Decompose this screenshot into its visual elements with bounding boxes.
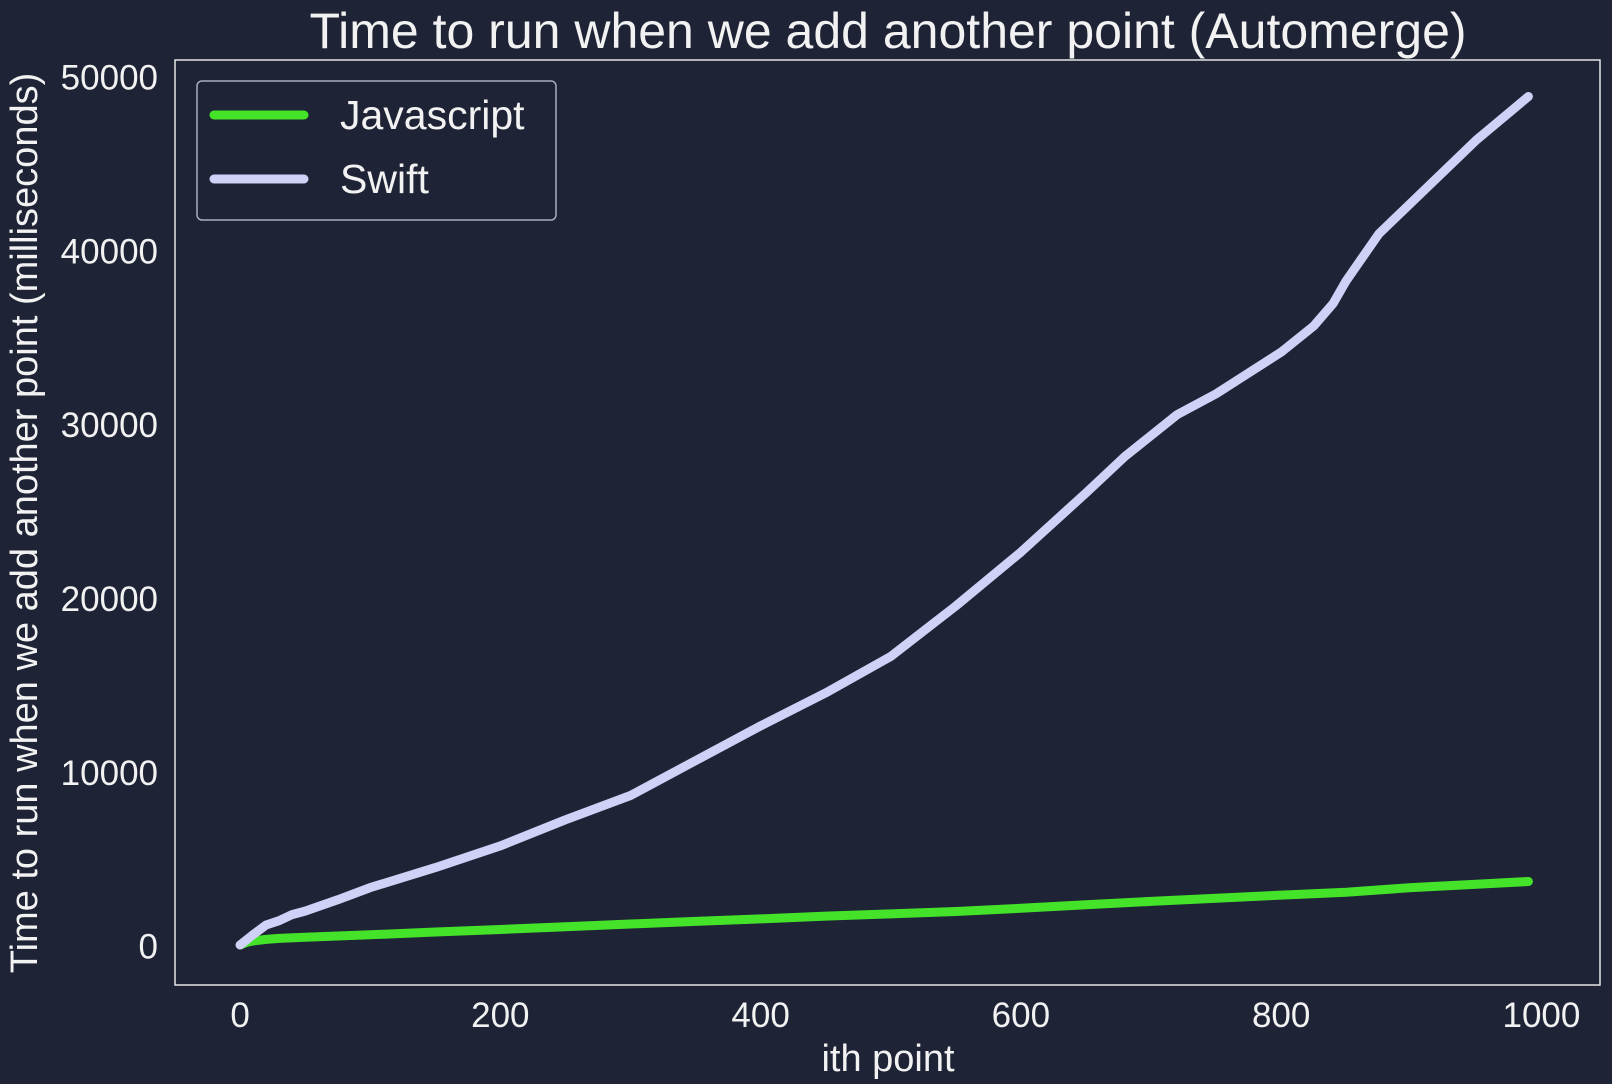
chart-title: Time to run when we add another point (A… xyxy=(309,3,1466,59)
y-tick-label: 10000 xyxy=(61,754,158,793)
y-axis-title: Time to run when we add another point (m… xyxy=(4,73,46,973)
legend-label-javascript: Javascript xyxy=(340,92,525,138)
y-tick-label: 20000 xyxy=(61,580,158,619)
y-tick-labels: 0 10000 20000 30000 40000 50000 xyxy=(61,58,158,966)
x-tick-label: 1000 xyxy=(1503,996,1581,1035)
series-layer xyxy=(235,92,1533,950)
legend-label-swift: Swift xyxy=(340,156,429,202)
x-axis-title: ith point xyxy=(821,1038,955,1080)
x-tick-labels: 0 200 400 600 800 1000 xyxy=(230,996,1580,1035)
x-tick-label: 200 xyxy=(471,996,529,1035)
x-tick-label: 400 xyxy=(731,996,789,1035)
series-line-javascript xyxy=(235,877,1533,950)
y-tick-label: 50000 xyxy=(61,58,158,97)
series-line-swift xyxy=(235,92,1533,950)
legend-items: Javascript Swift xyxy=(209,92,525,202)
y-tick-label: 40000 xyxy=(61,232,158,271)
legend: Javascript Swift xyxy=(196,80,557,221)
x-tick-label: 0 xyxy=(230,996,249,1035)
x-tick-label: 800 xyxy=(1252,996,1310,1035)
x-tick-label: 600 xyxy=(992,996,1050,1035)
y-tick-label: 0 xyxy=(139,928,158,967)
y-tick-label: 30000 xyxy=(61,406,158,445)
